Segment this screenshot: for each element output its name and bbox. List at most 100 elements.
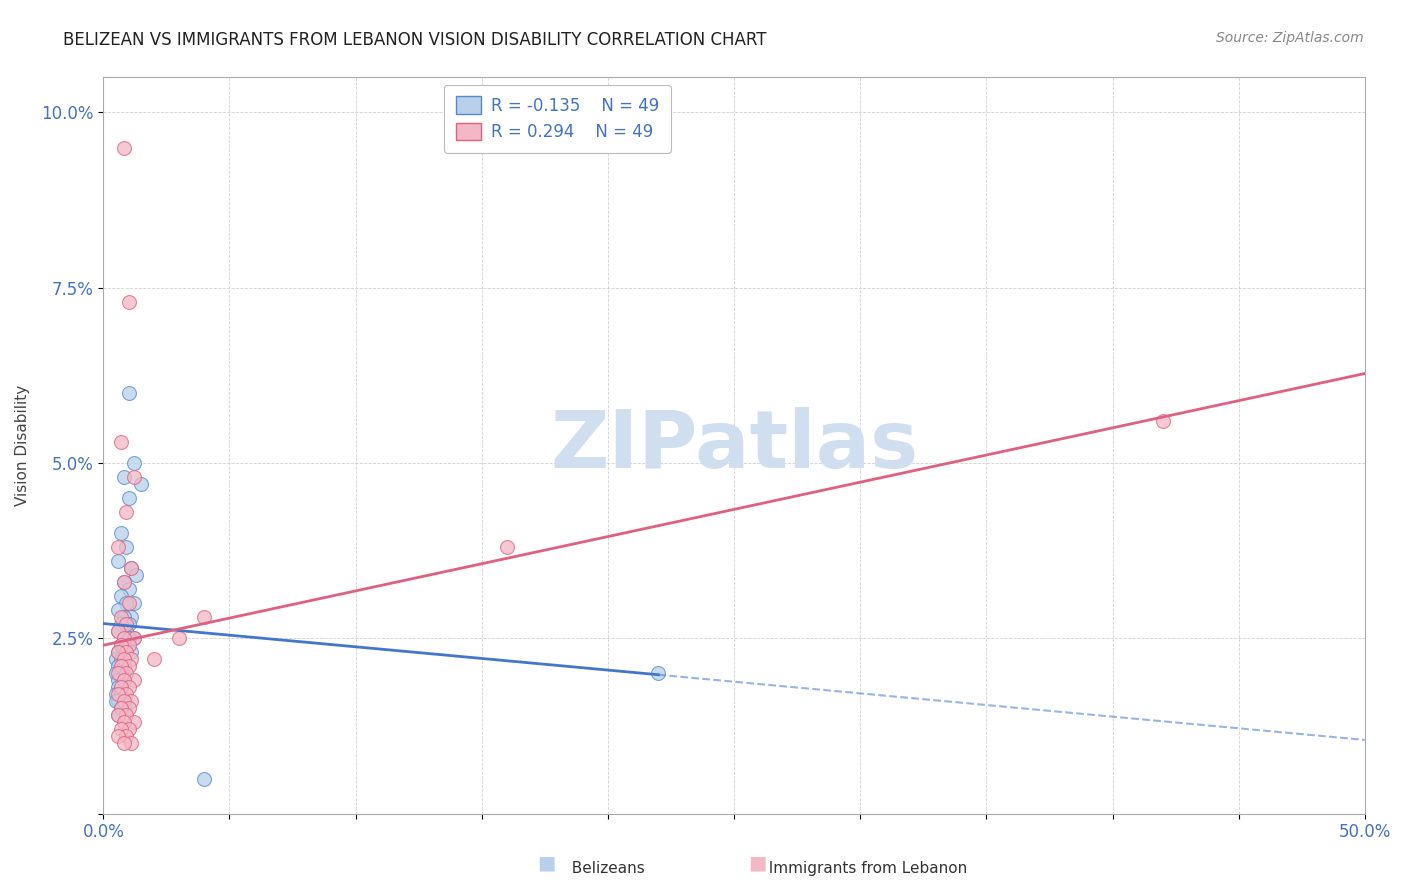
Point [117,491,139,505]
Point [1152,414,1174,428]
Point [107,659,129,673]
Point [167,632,190,646]
Point [115,624,138,639]
Point [122,596,145,610]
Point [112,632,135,646]
Point [112,737,135,751]
Point [110,666,132,681]
Legend: R = -0.135    N = 49, R = 0.294    N = 49: R = -0.135 N = 49, R = 0.294 N = 49 [444,85,671,153]
Point [104,652,127,666]
Point [107,624,129,639]
Point [129,477,152,491]
Point [122,470,145,484]
Point [120,652,142,666]
Point [110,652,132,666]
Point [110,617,132,632]
Point [107,603,129,617]
Text: ■: ■ [748,854,766,872]
Point [112,673,135,688]
Point [117,386,139,401]
Point [107,687,129,701]
Point [107,540,129,554]
Point [115,645,138,659]
Point [107,645,129,659]
Point [125,568,148,582]
Point [117,701,139,715]
Point [110,687,132,701]
Point [496,540,519,554]
Point [115,730,138,744]
Point [110,638,132,652]
Point [117,632,139,646]
Point [110,659,132,673]
Point [120,610,142,624]
Point [110,610,132,624]
Point [110,701,132,715]
Point [115,596,138,610]
Point [110,435,132,450]
Point [110,701,132,715]
Point [110,526,132,541]
Point [117,617,139,632]
Point [120,645,142,659]
Point [120,737,142,751]
Point [112,610,135,624]
Point [115,505,138,519]
Point [647,666,669,681]
Point [107,624,129,639]
Point [112,470,135,484]
Point [117,681,139,695]
Point [115,708,138,723]
Point [117,596,139,610]
Text: BELIZEAN VS IMMIGRANTS FROM LEBANON VISION DISABILITY CORRELATION CHART: BELIZEAN VS IMMIGRANTS FROM LEBANON VISI… [63,31,766,49]
Point [104,666,127,681]
Text: ZIPatlas: ZIPatlas [550,407,918,484]
Point [115,638,138,652]
Point [112,673,135,688]
Point [112,575,135,590]
Point [112,701,135,715]
Point [112,632,135,646]
Point [193,772,215,786]
Point [107,708,129,723]
Point [107,708,129,723]
Point [115,540,138,554]
Point [115,617,138,632]
Point [120,561,142,575]
Point [120,561,142,575]
Point [142,652,165,666]
Point [122,632,145,646]
Point [107,681,129,695]
Text: Belizeans: Belizeans [562,861,645,876]
Point [112,659,135,673]
Y-axis label: Vision Disability: Vision Disability [15,384,30,506]
Point [117,638,139,652]
Point [110,638,132,652]
Point [110,723,132,737]
Point [122,715,145,730]
Point [110,589,132,603]
Point [107,673,129,688]
Point [112,715,135,730]
Point [117,294,139,309]
Point [117,659,139,673]
Point [122,456,145,470]
Point [112,694,135,708]
Point [107,666,129,681]
Point [112,652,135,666]
Text: Source: ZipAtlas.com: Source: ZipAtlas.com [1216,31,1364,45]
Text: ■: ■ [537,854,555,872]
Point [104,687,127,701]
Point [110,681,132,695]
Point [112,645,135,659]
Point [115,666,138,681]
Point [107,554,129,568]
Point [110,681,132,695]
Point [117,582,139,597]
Point [122,632,145,646]
Point [104,694,127,708]
Point [115,687,138,701]
Point [107,694,129,708]
Point [112,575,135,590]
Point [112,140,135,154]
